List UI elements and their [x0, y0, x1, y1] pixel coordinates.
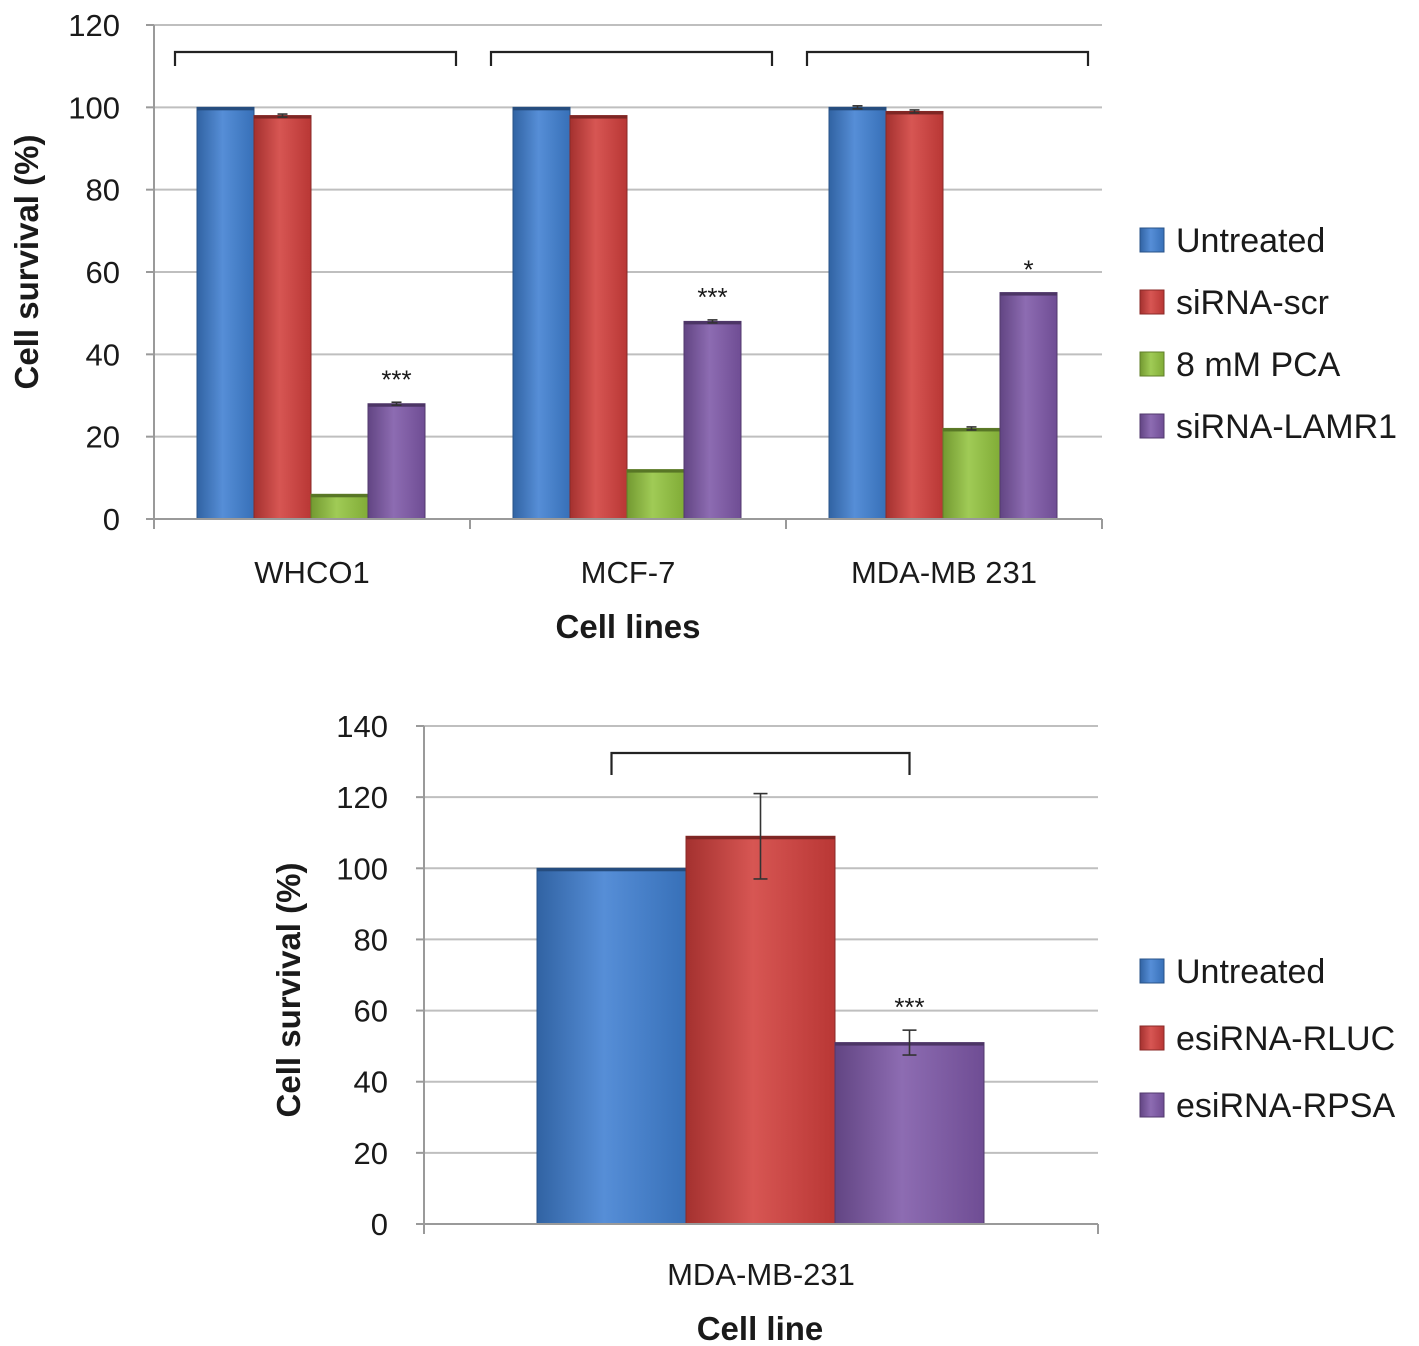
significance-label: ***	[697, 282, 727, 312]
y-tick-label: 0	[371, 1207, 388, 1242]
bar	[885, 110, 944, 520]
chart-1-y-tick-labels: 0 20 40 60 80 100 120	[68, 8, 120, 537]
y-tick-label: 80	[354, 922, 388, 957]
chart-2: 0 20 40 60 80 100 120 140 *** MDA-MB-231 Cell l…	[270, 709, 1395, 1346]
bar	[536, 867, 687, 1225]
bar	[626, 469, 685, 520]
significance-label: *	[1023, 255, 1033, 285]
chart-2-error-bars	[753, 792, 917, 1056]
y-tick-label: 120	[68, 8, 120, 43]
legend-item: esiRNA-RLUC	[1139, 1020, 1395, 1058]
legend-label: siRNA-LAMR1	[1176, 408, 1397, 446]
y-tick-label: 100	[336, 851, 388, 886]
chart-1-legend: Untreated siRNA-scr 8 mM PCA siRNA-LAMR1	[1139, 222, 1397, 446]
significance-bracket	[610, 751, 911, 775]
chart-2-category-labels: MDA-MB-231	[667, 1257, 855, 1292]
bar	[683, 320, 742, 520]
chart-2-y-axis-title: Cell survival (%)	[270, 863, 307, 1118]
category-label: MCF-7	[581, 555, 676, 590]
y-tick-label: 60	[86, 255, 120, 290]
legend-label: 8 mM PCA	[1176, 346, 1341, 384]
legend-item: Untreated	[1139, 953, 1325, 991]
chart-1-bars	[196, 106, 1058, 520]
y-tick-label: 40	[86, 337, 120, 372]
bar	[828, 106, 887, 520]
chart-1-category-labels: WHCO1 MCF-7 MDA-MB 231	[254, 555, 1037, 590]
legend-swatch	[1139, 1025, 1165, 1051]
significance-label: ***	[381, 364, 411, 394]
chart-2-x-axis-title: Cell line	[697, 1310, 824, 1346]
chart-2-significance-labels: ***	[894, 992, 924, 1022]
y-tick-label: 140	[336, 709, 388, 744]
bar	[942, 427, 1001, 520]
chart-1-significance-brackets	[173, 50, 1090, 66]
bar-top-edge	[197, 107, 254, 111]
bar	[512, 106, 571, 520]
bar-top-edge	[513, 107, 570, 111]
chart-2-bars	[536, 835, 985, 1225]
legend-swatch	[1139, 289, 1165, 315]
bar-top-edge	[627, 469, 684, 473]
bar-top-edge	[1000, 292, 1057, 296]
chart-1-y-axis-title: Cell survival (%)	[8, 135, 45, 390]
chart-2-axes	[416, 725, 1099, 1234]
chart-1-x-axis-title: Cell lines	[556, 608, 701, 645]
legend-swatch	[1139, 413, 1165, 439]
legend-swatch	[1139, 1092, 1165, 1118]
category-label: MDA-MB-231	[667, 1257, 855, 1292]
chart-2-significance-brackets	[610, 751, 911, 775]
legend-item: siRNA-scr	[1139, 284, 1329, 322]
chart-2-legend: Untreated esiRNA-RLUC esiRNA-RPSA	[1139, 953, 1395, 1125]
bar	[999, 292, 1058, 520]
chart-2-y-tick-labels: 0 20 40 60 80 100 120 140	[336, 709, 388, 1242]
bar	[834, 1042, 985, 1225]
y-tick-label: 0	[103, 502, 120, 537]
bar-top-edge	[570, 115, 627, 119]
legend-item: esiRNA-RPSA	[1139, 1087, 1395, 1125]
y-tick-label: 60	[354, 994, 388, 1029]
legend-swatch	[1139, 351, 1165, 377]
bar-top-edge	[311, 494, 368, 498]
bar	[685, 835, 836, 1225]
significance-bracket	[173, 50, 458, 66]
y-tick-label: 100	[68, 90, 120, 125]
bar	[196, 106, 255, 520]
legend-item: siRNA-LAMR1	[1139, 408, 1397, 446]
legend-label: Untreated	[1176, 953, 1325, 991]
legend-label: siRNA-scr	[1176, 284, 1329, 322]
legend-swatch	[1139, 227, 1165, 253]
legend-item: Untreated	[1139, 222, 1325, 260]
bar	[310, 493, 369, 520]
bar	[253, 115, 312, 520]
y-tick-label: 120	[336, 780, 388, 815]
bar	[569, 115, 628, 520]
y-tick-label: 20	[86, 420, 120, 455]
legend-label: esiRNA-RPSA	[1176, 1087, 1395, 1125]
category-label: MDA-MB 231	[851, 555, 1037, 590]
significance-label: ***	[894, 992, 924, 1022]
y-tick-label: 40	[354, 1065, 388, 1100]
chart-1-significance-labels: *******	[381, 255, 1033, 395]
bar	[367, 403, 426, 520]
legend-swatch	[1139, 958, 1165, 984]
y-tick-label: 80	[86, 173, 120, 208]
y-tick-label: 20	[354, 1136, 388, 1171]
chart-1-error-bars	[277, 105, 977, 431]
legend-label: Untreated	[1176, 222, 1325, 260]
legend-item: 8 mM PCA	[1139, 346, 1341, 384]
bar-top-edge	[537, 868, 686, 872]
significance-bracket	[489, 50, 774, 66]
significance-bracket	[805, 50, 1090, 66]
legend-label: esiRNA-RLUC	[1176, 1020, 1395, 1058]
category-label: WHCO1	[254, 555, 369, 590]
chart-1-axes	[146, 24, 1103, 529]
